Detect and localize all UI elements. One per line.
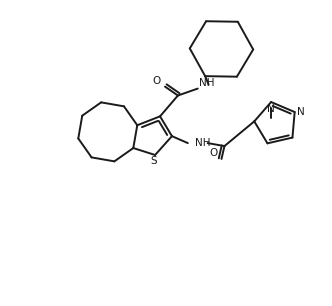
Text: N: N	[267, 104, 275, 114]
Text: O: O	[209, 148, 217, 158]
Text: O: O	[153, 76, 161, 86]
Text: NH: NH	[195, 138, 210, 148]
Text: S: S	[151, 156, 157, 166]
Text: N: N	[297, 107, 304, 117]
Text: NH: NH	[199, 78, 214, 88]
